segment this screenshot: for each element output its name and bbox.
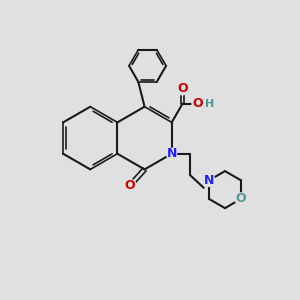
Circle shape bbox=[192, 98, 204, 110]
Text: O: O bbox=[124, 179, 135, 192]
Circle shape bbox=[203, 174, 215, 186]
Circle shape bbox=[176, 83, 188, 95]
Circle shape bbox=[235, 193, 247, 205]
Circle shape bbox=[123, 179, 136, 192]
Text: H: H bbox=[205, 99, 214, 109]
Text: O: O bbox=[236, 192, 246, 206]
Text: O: O bbox=[193, 97, 203, 110]
Text: O: O bbox=[177, 82, 188, 95]
Text: N: N bbox=[167, 147, 177, 160]
Circle shape bbox=[167, 148, 177, 159]
Text: N: N bbox=[204, 174, 214, 187]
